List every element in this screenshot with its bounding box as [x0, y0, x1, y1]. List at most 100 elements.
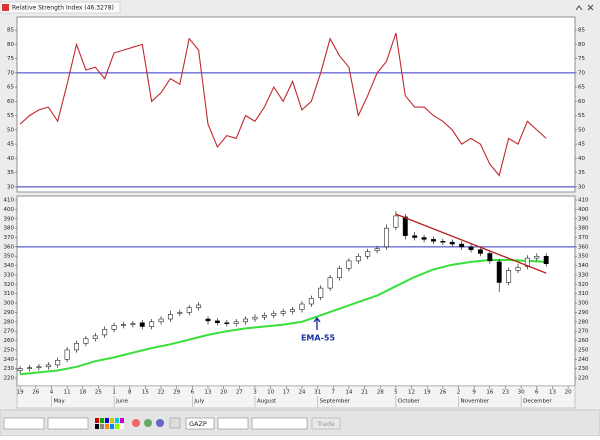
- y-tick-label-right: 400: [578, 207, 589, 213]
- collapse-icon[interactable]: [575, 5, 583, 11]
- x-tick-label: 26: [32, 390, 39, 396]
- price-panel: [16, 195, 576, 387]
- month-label: September: [320, 399, 351, 405]
- y-tick-label-left: 360: [4, 244, 15, 250]
- x-tick-label: 4: [50, 390, 54, 396]
- y-tick-label-right: 360: [578, 244, 589, 250]
- y-tick-label-left: 220: [4, 376, 15, 382]
- candle-body: [515, 267, 521, 271]
- candle-body: [355, 255, 361, 262]
- candle-body: [308, 298, 314, 305]
- y-tick-label-right: 250: [578, 347, 589, 353]
- candle-body: [449, 241, 455, 245]
- x-tick-label: 31: [314, 390, 321, 396]
- x-tick-label: 1: [112, 390, 116, 396]
- x-tick-label: 13: [549, 390, 556, 396]
- candle-body: [384, 227, 389, 248]
- y-tick-label-right: 320: [578, 282, 589, 288]
- candle-body: [92, 335, 98, 339]
- candle-body: [327, 277, 333, 289]
- y-tick-label-right: 60: [578, 99, 585, 105]
- date-axis: [16, 385, 576, 409]
- candle-body: [252, 316, 258, 320]
- candle-body: [346, 260, 352, 269]
- y-tick-label-left: 60: [7, 99, 14, 105]
- panel-title: Relative Strength Index (46.3278): [12, 5, 114, 12]
- x-tick-label: 20: [220, 390, 227, 396]
- close-icon[interactable]: [587, 4, 594, 11]
- candle-body: [224, 322, 230, 324]
- trade-button[interactable]: [311, 417, 341, 430]
- x-tick-label: 16: [486, 390, 493, 396]
- y-tick-label-left: 390: [4, 216, 15, 222]
- candle-body: [177, 312, 183, 314]
- candle-body: [506, 270, 512, 283]
- y-tick-label-right: 220: [578, 376, 589, 382]
- y-tick-label-right: 55: [578, 113, 585, 119]
- candle-body: [45, 364, 51, 368]
- y-tick-label-right: 80: [578, 42, 585, 48]
- line-style-select[interactable]: [3, 417, 45, 430]
- candle-body: [393, 215, 399, 228]
- candle-body: [205, 318, 211, 322]
- y-tick-label-right: 70: [578, 70, 585, 76]
- tool-button[interactable]: [132, 419, 140, 427]
- tool-button[interactable]: [169, 417, 181, 429]
- x-tick-label: 30: [518, 390, 525, 396]
- account-select[interactable]: [251, 417, 308, 430]
- symbol-box[interactable]: [185, 417, 215, 430]
- y-tick-label-left: 65: [7, 85, 14, 91]
- candle-body: [233, 321, 239, 324]
- y-tick-label-left: 310: [4, 291, 15, 297]
- y-tick-label-left: 370: [4, 235, 15, 241]
- candle-body: [421, 237, 427, 240]
- x-tick-label: 21: [361, 390, 368, 396]
- x-tick-label: 17: [283, 390, 290, 396]
- y-tick-label-left: 280: [4, 319, 15, 325]
- candle-body: [318, 287, 324, 298]
- candle-body: [299, 303, 305, 310]
- x-tick-label: 5: [394, 390, 398, 396]
- y-tick-label-right: 260: [578, 338, 589, 344]
- y-tick-label-left: 85: [7, 28, 14, 34]
- y-tick-label-left: 45: [7, 142, 14, 148]
- y-tick-label-right: 390: [578, 216, 589, 222]
- annotation: EMA-55: [301, 334, 336, 343]
- x-tick-label: 15: [142, 390, 149, 396]
- y-tick-label-left: 70: [7, 70, 14, 76]
- y-tick-label-right: 35: [578, 170, 585, 176]
- x-tick-label: 12: [408, 390, 415, 396]
- tool-button[interactable]: [156, 419, 164, 427]
- x-tick-label: 11: [64, 390, 71, 396]
- candle-body: [55, 359, 61, 366]
- panel-title-tab: [0, 1, 121, 14]
- month-label: July: [193, 399, 205, 405]
- y-tick-label-left: 260: [4, 338, 15, 344]
- y-tick-label-right: 40: [578, 156, 585, 162]
- x-tick-label: 24: [298, 390, 305, 396]
- y-tick-label-left: 250: [4, 347, 15, 353]
- candle-body: [158, 318, 164, 323]
- x-tick-label: 3: [253, 390, 257, 396]
- candle-body: [280, 311, 286, 314]
- candle-body: [83, 338, 89, 344]
- x-tick-label: 29: [173, 390, 180, 396]
- y-tick-label-right: 85: [578, 28, 585, 34]
- candle-body: [186, 307, 192, 313]
- y-tick-label-right: 240: [578, 357, 589, 363]
- x-tick-label: 22: [158, 390, 165, 396]
- candle-body: [167, 314, 173, 320]
- x-tick-label: 2: [457, 390, 461, 396]
- line-width-select[interactable]: [47, 417, 89, 430]
- color-palette[interactable]: [95, 418, 124, 429]
- candle-body: [121, 324, 126, 326]
- y-tick-label-right: 30: [578, 184, 585, 190]
- candle-body: [27, 367, 32, 369]
- tool-button[interactable]: [144, 419, 152, 427]
- candle-body: [130, 323, 136, 325]
- period-select[interactable]: [217, 417, 249, 430]
- x-tick-label: 8: [128, 390, 132, 396]
- y-tick-label-left: 40: [7, 156, 14, 162]
- x-tick-label: 25: [95, 390, 102, 396]
- month-label: December: [523, 399, 552, 405]
